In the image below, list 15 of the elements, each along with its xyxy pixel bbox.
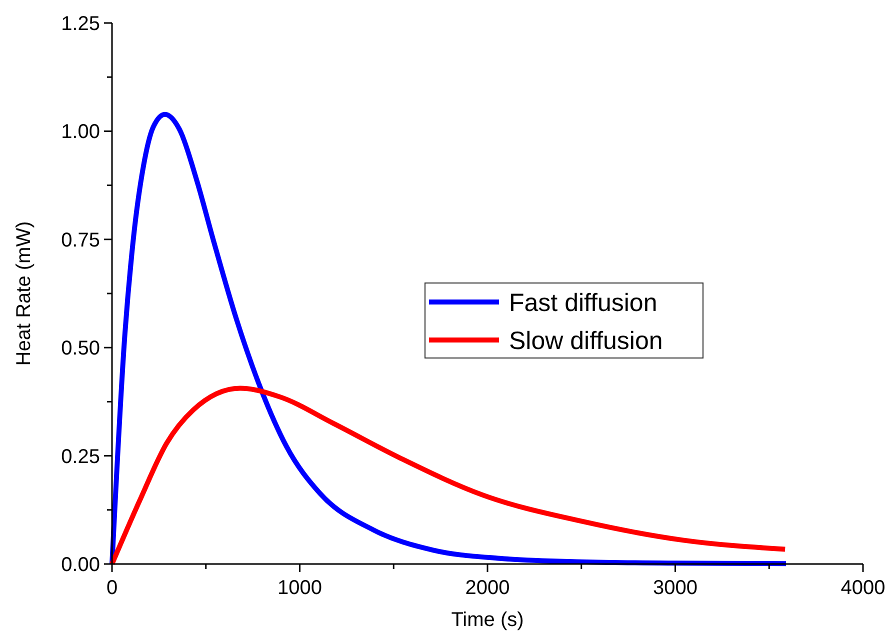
y-tick-label: 1.25 (61, 13, 100, 35)
legend-label: Slow diffusion (509, 326, 663, 355)
x-tick-label: 2000 (465, 577, 510, 599)
x-tick-label: 3000 (653, 577, 698, 599)
text: 1.00 (61, 121, 100, 144)
legend-label: Fast diffusion (509, 288, 658, 317)
x-tick-label: 1000 (278, 577, 322, 599)
y-tick-label: 0.75 (61, 229, 100, 252)
y-axis-title: Heat Rate (mW) (13, 221, 35, 366)
x-axis-title: Time (s) (451, 609, 524, 631)
text: 0.50 (61, 338, 100, 360)
text: 0.00 (61, 554, 100, 576)
x-tick-label: 0 (106, 577, 118, 599)
y-tick-label: 0.25 (61, 446, 100, 468)
x-tick-label: 4000 (840, 577, 886, 599)
